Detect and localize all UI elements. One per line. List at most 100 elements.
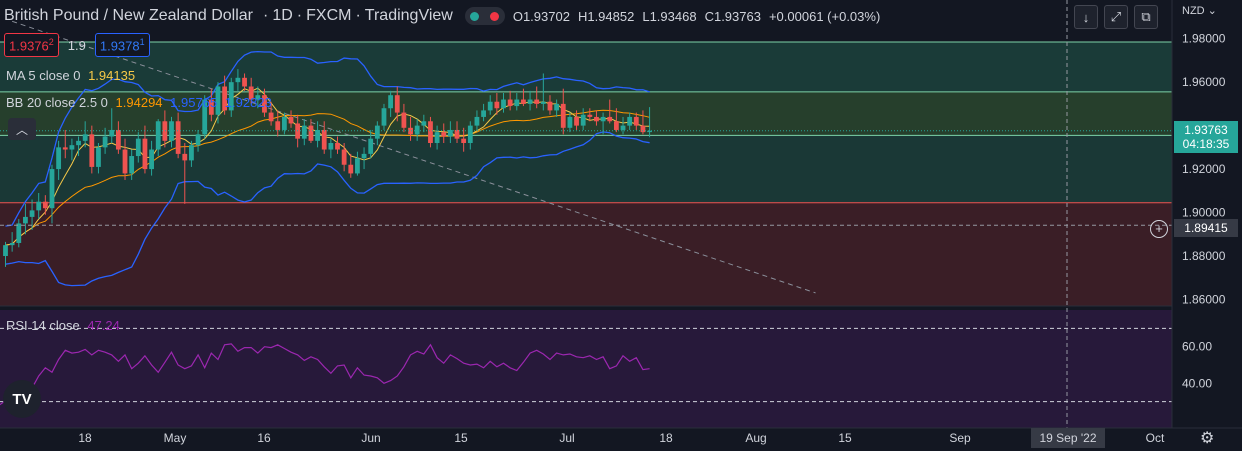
candle-body bbox=[109, 129, 115, 137]
crosshair-price-tag: 1.89415 bbox=[1174, 219, 1238, 237]
candle-body bbox=[587, 114, 593, 117]
candle-body bbox=[361, 153, 367, 159]
candle-body bbox=[501, 99, 506, 109]
bb-legend[interactable]: BB 20 close 2.5 0 1.94294 1.95765 1.9282… bbox=[6, 95, 272, 110]
date-tick-label: May bbox=[164, 431, 187, 445]
candle-body bbox=[228, 82, 234, 111]
trendline bbox=[11, 20, 816, 294]
interval-label[interactable]: 1D bbox=[272, 7, 293, 24]
last-price-value: 1.93763 bbox=[1184, 123, 1228, 137]
candle-body bbox=[301, 125, 307, 139]
buy-button[interactable]: 1.93781 bbox=[94, 33, 150, 58]
time-axis bbox=[0, 428, 1242, 451]
date-tick-label: Oct bbox=[1146, 431, 1165, 445]
open-value: 1.93702 bbox=[522, 8, 570, 24]
candle-body bbox=[441, 132, 447, 137]
price-tick-label: 1.92000 bbox=[1182, 162, 1226, 176]
price-tick-label: 1.86000 bbox=[1182, 292, 1226, 306]
currency-selector[interactable]: NZD ⌄ bbox=[1182, 5, 1217, 17]
candle-body bbox=[208, 99, 214, 115]
exchange-label: FXCM bbox=[306, 7, 352, 24]
price-tick-label: 1.96000 bbox=[1182, 75, 1226, 89]
price-tick-label: 1.90000 bbox=[1182, 206, 1226, 220]
date-tick-label: Sep bbox=[949, 431, 971, 445]
high-value: 1.94852 bbox=[587, 8, 635, 24]
change-value: +0.00061 (+0.03%) bbox=[768, 8, 881, 24]
candle-body bbox=[467, 125, 473, 144]
candle-body bbox=[202, 99, 208, 135]
candle-body bbox=[9, 242, 15, 246]
rsi-legend[interactable]: RSI 14 close 47.24 bbox=[6, 318, 120, 333]
crosshair-date-tag: 19 Sep '22 bbox=[1031, 428, 1105, 448]
candle-body bbox=[627, 116, 633, 126]
candle-body bbox=[594, 116, 599, 122]
candle-body bbox=[82, 134, 88, 141]
date-tick-label: Aug bbox=[745, 431, 766, 445]
candle-body bbox=[567, 116, 573, 128]
candle-body bbox=[454, 129, 460, 139]
candle-body bbox=[142, 138, 148, 170]
candle-body bbox=[474, 116, 480, 126]
candle-body bbox=[494, 101, 500, 109]
candle-body bbox=[554, 103, 560, 111]
candle-body bbox=[381, 108, 387, 126]
date-tick-label: 18 bbox=[78, 431, 92, 445]
candle-body bbox=[428, 121, 433, 144]
symbol-title[interactable]: British Pound / New Zealand Dollar bbox=[4, 7, 254, 24]
price-tick-label: 1.98000 bbox=[1182, 32, 1226, 46]
rsi-background bbox=[0, 310, 1172, 428]
gear-icon[interactable]: ⚙ bbox=[1200, 430, 1215, 447]
candle-body bbox=[42, 201, 48, 209]
candle-body bbox=[607, 116, 613, 122]
date-tick-label: Jun bbox=[361, 431, 380, 445]
rsi-tick-label: 40.00 bbox=[1182, 376, 1212, 390]
chart-header: British Pound / New Zealand Dollar · 1D … bbox=[4, 7, 881, 25]
candle-body bbox=[268, 112, 274, 122]
market-status-toggle[interactable] bbox=[464, 7, 505, 25]
tradingview-logo-icon[interactable]: TV bbox=[3, 380, 41, 418]
close-value: 1.93763 bbox=[713, 8, 761, 24]
candle-body bbox=[23, 216, 28, 224]
ma-legend[interactable]: MA 5 close 0 1.94135 bbox=[6, 68, 136, 83]
candle-body bbox=[288, 116, 294, 124]
candle-body bbox=[401, 112, 407, 128]
market-open-dot-icon bbox=[470, 11, 480, 21]
candle-body bbox=[640, 125, 646, 133]
candle-body bbox=[613, 121, 619, 130]
candle-body bbox=[16, 223, 22, 243]
candle-body bbox=[122, 149, 128, 174]
candle-body bbox=[507, 99, 513, 107]
plus-circle-icon[interactable]: + bbox=[1150, 220, 1168, 238]
candle-body bbox=[102, 136, 108, 148]
candle-body bbox=[447, 129, 453, 137]
candle-body bbox=[514, 99, 520, 107]
zone-lower bbox=[0, 135, 1172, 203]
candle-body bbox=[149, 149, 154, 170]
candle-body bbox=[408, 127, 413, 135]
collapse-legend-button[interactable]: ︿ bbox=[8, 118, 36, 140]
candle-body bbox=[315, 129, 320, 141]
candle-body bbox=[647, 130, 652, 133]
snapshot-icon[interactable]: ⧉ bbox=[1134, 5, 1158, 29]
sell-button[interactable]: 1.93762 bbox=[4, 33, 59, 58]
ohlc-readout: O1.93702 H1.94852 L1.93468 C1.93763 +0.0… bbox=[512, 8, 881, 24]
candle-body bbox=[281, 116, 287, 130]
candle-body bbox=[115, 129, 121, 150]
trade-panel: 1.93762 1.9 1.93781 bbox=[4, 33, 150, 58]
fullscreen-icon[interactable]: ⤢ bbox=[1104, 5, 1128, 29]
candle-body bbox=[434, 132, 440, 144]
candle-body bbox=[560, 103, 566, 128]
candle-body bbox=[155, 121, 161, 150]
candle-body bbox=[461, 138, 467, 144]
candle-body bbox=[215, 86, 221, 115]
candle-body bbox=[368, 138, 374, 154]
candle-body bbox=[481, 110, 486, 117]
candle-body bbox=[76, 140, 81, 146]
candle-body bbox=[162, 121, 168, 141]
candle-body bbox=[36, 201, 42, 211]
candle-body bbox=[248, 86, 254, 100]
candle-body bbox=[222, 86, 228, 111]
download-arrow-icon[interactable]: ↓ bbox=[1074, 5, 1098, 29]
candle-body bbox=[633, 116, 639, 126]
